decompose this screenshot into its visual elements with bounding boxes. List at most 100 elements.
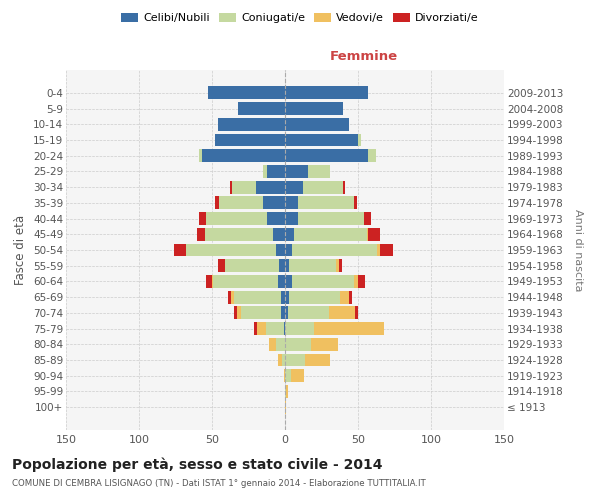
Bar [285,180,302,194]
Y-axis label: Anni di nascita: Anni di nascita [573,209,583,291]
Bar [234,290,281,304]
Bar [284,370,285,382]
Y-axis label: Fasce di età: Fasce di età [14,215,28,285]
Bar [353,275,358,288]
Bar [231,290,234,304]
Bar [208,86,285,100]
Bar [285,118,349,130]
Bar [254,322,257,335]
Bar [305,354,330,366]
Bar [285,400,286,413]
Bar [214,275,278,288]
Bar [279,260,285,272]
Bar [311,338,338,351]
Bar [380,244,393,256]
Bar [285,306,288,320]
Bar [329,306,355,320]
Bar [215,134,285,146]
Bar [285,212,298,225]
Bar [206,275,212,288]
Bar [268,165,285,178]
Bar [268,212,285,225]
Bar [314,322,384,335]
Bar [339,260,342,272]
Bar [289,290,340,304]
Bar [291,370,304,382]
Bar [215,196,220,209]
Bar [241,306,281,320]
Bar [285,385,286,398]
Bar [186,244,276,256]
Bar [206,212,268,225]
Bar [212,275,214,288]
Bar [263,196,285,209]
Bar [257,322,266,335]
Bar [302,180,343,194]
Text: Popolazione per età, sesso e stato civile - 2014: Popolazione per età, sesso e stato civil… [12,458,383,472]
Bar [174,244,186,256]
Bar [340,290,349,304]
Bar [285,149,368,162]
Bar [281,306,285,320]
Bar [288,306,329,320]
Bar [285,86,368,100]
Bar [202,149,285,162]
Bar [218,260,225,272]
Bar [289,260,336,272]
Bar [292,275,353,288]
Bar [266,322,284,335]
Bar [238,102,285,115]
Text: Femmine: Femmine [330,50,398,63]
Bar [274,228,285,240]
Text: COMUNE DI CEMBRA LISIGNAGO (TN) - Dati ISTAT 1° gennaio 2014 - Elaborazione TUTT: COMUNE DI CEMBRA LISIGNAGO (TN) - Dati I… [12,479,426,488]
Bar [358,134,361,146]
Bar [285,228,294,240]
Legend: Celibi/Nubili, Coniugati/e, Vedovi/e, Divorziati/e: Celibi/Nubili, Coniugati/e, Vedovi/e, Di… [117,8,483,28]
Bar [353,196,356,209]
Bar [285,354,305,366]
Bar [282,354,285,366]
Bar [276,338,285,351]
Bar [285,370,291,382]
Bar [234,306,237,320]
Bar [368,228,380,240]
Bar [218,118,285,130]
Bar [358,275,365,288]
Bar [343,180,345,194]
Bar [281,290,285,304]
Bar [285,244,292,256]
Bar [199,149,202,162]
Bar [377,244,380,256]
Bar [205,228,274,240]
Bar [278,275,285,288]
Bar [292,244,377,256]
Bar [228,290,231,304]
Bar [197,228,205,240]
Bar [199,212,206,225]
Bar [269,338,276,351]
Bar [285,260,289,272]
Bar [263,165,268,178]
Bar [278,354,282,366]
Bar [294,228,367,240]
Bar [285,134,358,146]
Bar [285,290,289,304]
Bar [220,196,263,209]
Bar [237,306,241,320]
Bar [364,212,371,225]
Bar [285,102,343,115]
Bar [336,260,339,272]
Bar [308,165,330,178]
Bar [355,306,358,320]
Bar [230,180,232,194]
Bar [286,385,288,398]
Bar [276,244,285,256]
Bar [256,180,285,194]
Bar [285,275,292,288]
Bar [285,165,308,178]
Bar [285,322,314,335]
Bar [285,196,298,209]
Bar [349,290,352,304]
Bar [225,260,279,272]
Bar [367,228,368,240]
